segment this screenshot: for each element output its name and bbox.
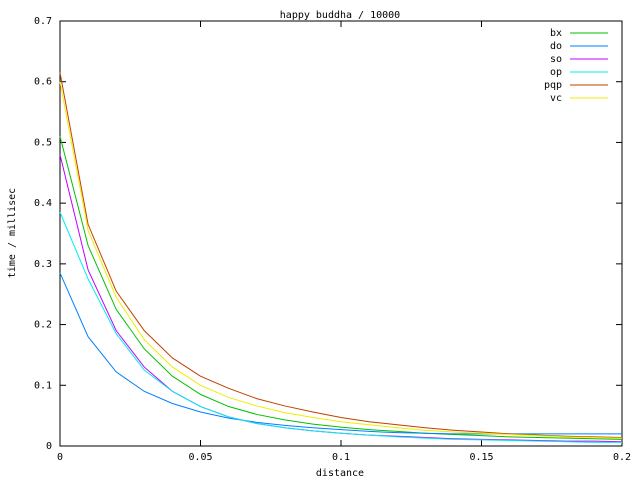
series-line [59,81,623,439]
series-line [59,154,623,443]
x-tick-label: 0.05 [188,452,212,463]
legend-label: bx [550,28,562,39]
series-line [59,136,623,440]
legend-label: vc [550,93,562,104]
y-axis-label: time / millisec [7,188,18,278]
x-tick-label: 0 [57,452,63,463]
legend-label: pqp [544,80,562,91]
y-tick-label: 0.4 [34,198,52,209]
y-tick-label: 0.2 [34,320,52,331]
y-tick-label: 0.6 [34,77,52,88]
legend-label: op [550,67,562,78]
series-line [59,272,622,435]
x-axis-label: distance [316,468,364,479]
y-tick-label: 0.7 [34,16,52,27]
y-tick-label: 0.3 [34,259,52,270]
series-line [59,72,623,438]
legend-label: so [550,54,562,65]
plot-frame [59,20,623,447]
x-tick-label: 0.2 [613,452,631,463]
series-line [59,212,622,443]
y-tick-label: 0 [46,441,52,452]
x-tick-label: 0.1 [332,452,350,463]
legend-label: do [550,41,562,52]
y-tick-label: 0.1 [34,380,52,391]
x-tick-label: 0.15 [469,452,493,463]
chart-title: happy buddha / 10000 [280,10,400,21]
y-tick-label: 0.5 [34,137,52,148]
